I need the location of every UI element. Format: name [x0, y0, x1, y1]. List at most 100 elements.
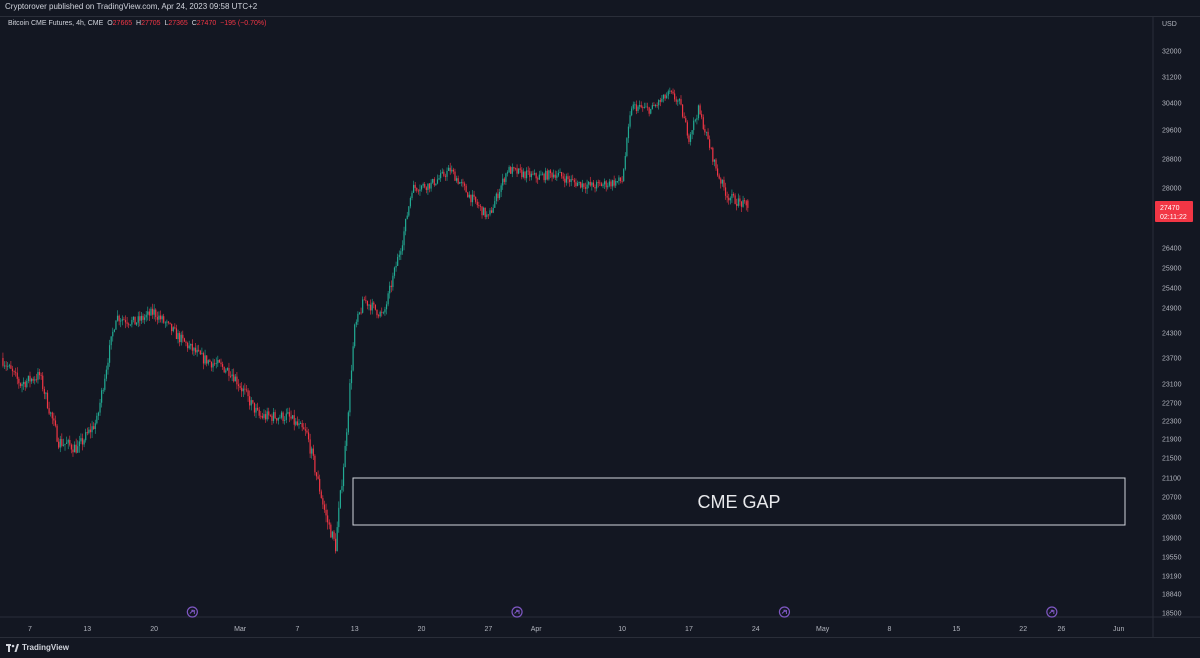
candle-body	[669, 90, 671, 92]
candle-body	[729, 198, 731, 201]
candle-body	[438, 178, 440, 180]
candle-body	[736, 203, 738, 206]
candle-body	[541, 173, 544, 175]
candle-body	[156, 316, 158, 320]
candle-body	[18, 378, 20, 384]
event-marker-icon[interactable]	[1046, 606, 1058, 618]
candle-body	[387, 293, 389, 305]
y-tick-label: 22300	[1162, 419, 1182, 426]
candle-body	[626, 138, 628, 156]
candle-body	[588, 181, 590, 185]
low-label: L	[164, 20, 169, 27]
candle-body	[314, 455, 316, 473]
candle-body	[503, 178, 505, 182]
candle-body	[467, 192, 469, 198]
candle-body	[623, 169, 625, 182]
candle-body	[186, 342, 189, 349]
candle-body	[376, 309, 378, 316]
candle-body	[252, 400, 254, 403]
y-tick-label: 25900	[1162, 266, 1182, 273]
x-tick-label: 13	[83, 626, 91, 633]
candle-body	[747, 200, 749, 208]
cme-gap-box[interactable]	[352, 477, 1126, 526]
candle-body	[191, 343, 193, 351]
candle-body	[538, 174, 540, 180]
candle-body	[336, 527, 338, 552]
candle-body	[742, 200, 744, 207]
candle-body	[8, 365, 10, 367]
event-marker-icon[interactable]	[511, 606, 523, 618]
x-tick-label: 8	[888, 626, 892, 633]
candle-body	[293, 415, 295, 425]
candle-body	[551, 173, 553, 178]
event-marker-icon[interactable]	[186, 606, 198, 618]
candle-body	[688, 135, 690, 142]
candle-body	[163, 316, 165, 323]
candle-body	[677, 100, 679, 102]
y-tick-label: 19550	[1162, 555, 1182, 562]
candle-body	[223, 366, 225, 373]
candle-body	[210, 361, 213, 368]
candles	[2, 87, 749, 554]
candle-body	[229, 375, 232, 377]
candle-body	[202, 353, 205, 364]
candle-body	[139, 316, 141, 321]
candle-body	[260, 415, 262, 417]
candle-body	[473, 194, 475, 197]
x-axis-ticks: 7 13 20 Mar 7 13 20 27 Apr 10 17 24 May 8 15 22 26 Jun	[28, 626, 1124, 633]
candle-body	[533, 173, 536, 175]
close-value: 27470	[196, 20, 217, 27]
candle-body	[709, 139, 711, 148]
candle-body	[556, 175, 558, 178]
candle-body	[653, 105, 655, 107]
candle-body	[697, 105, 700, 119]
candle-body	[244, 388, 246, 390]
candle-body	[659, 100, 661, 102]
candle-body	[691, 130, 693, 135]
candle-body	[207, 360, 209, 364]
candle-body	[385, 304, 388, 310]
event-marker-icon[interactable]	[778, 606, 791, 618]
candle-body	[506, 172, 509, 174]
candle-body	[46, 392, 49, 409]
candle-body	[427, 183, 429, 190]
candle-body	[322, 498, 324, 505]
candle-body	[443, 171, 445, 176]
candle-body	[360, 312, 362, 314]
candle-body	[408, 206, 410, 216]
candle-body	[654, 105, 657, 107]
candle-body	[50, 412, 52, 414]
candle-body	[457, 178, 459, 184]
candle-body	[731, 193, 733, 199]
candle-body	[479, 205, 482, 207]
candle-body	[320, 491, 322, 499]
x-tick-label: 20	[150, 626, 158, 633]
candle-body	[707, 131, 709, 140]
candle-body	[567, 176, 569, 180]
candle-body	[121, 319, 123, 321]
candle-body	[136, 322, 138, 325]
candle-body	[489, 210, 491, 215]
candle-body	[632, 104, 634, 109]
candle-body	[403, 231, 405, 246]
candle-body	[570, 179, 572, 182]
candle-body	[58, 441, 60, 448]
candle-body	[99, 402, 101, 413]
candle-body	[342, 467, 345, 487]
candle-body	[88, 429, 90, 434]
candle-body	[312, 448, 314, 456]
candle-body	[720, 178, 722, 184]
y-tick-label: 28800	[1162, 157, 1182, 164]
x-tick-label: 13	[351, 626, 359, 633]
candle-body	[247, 390, 249, 397]
candle-body	[27, 375, 30, 382]
candle-body	[212, 363, 214, 368]
candle-body	[532, 173, 534, 175]
y-tick-label: 21100	[1162, 476, 1181, 483]
candle-body	[327, 515, 329, 523]
candle-body	[51, 412, 53, 419]
event-markers[interactable]	[186, 606, 1058, 618]
candle-body	[635, 104, 638, 112]
tradingview-logo[interactable]: TradingView	[6, 643, 69, 652]
